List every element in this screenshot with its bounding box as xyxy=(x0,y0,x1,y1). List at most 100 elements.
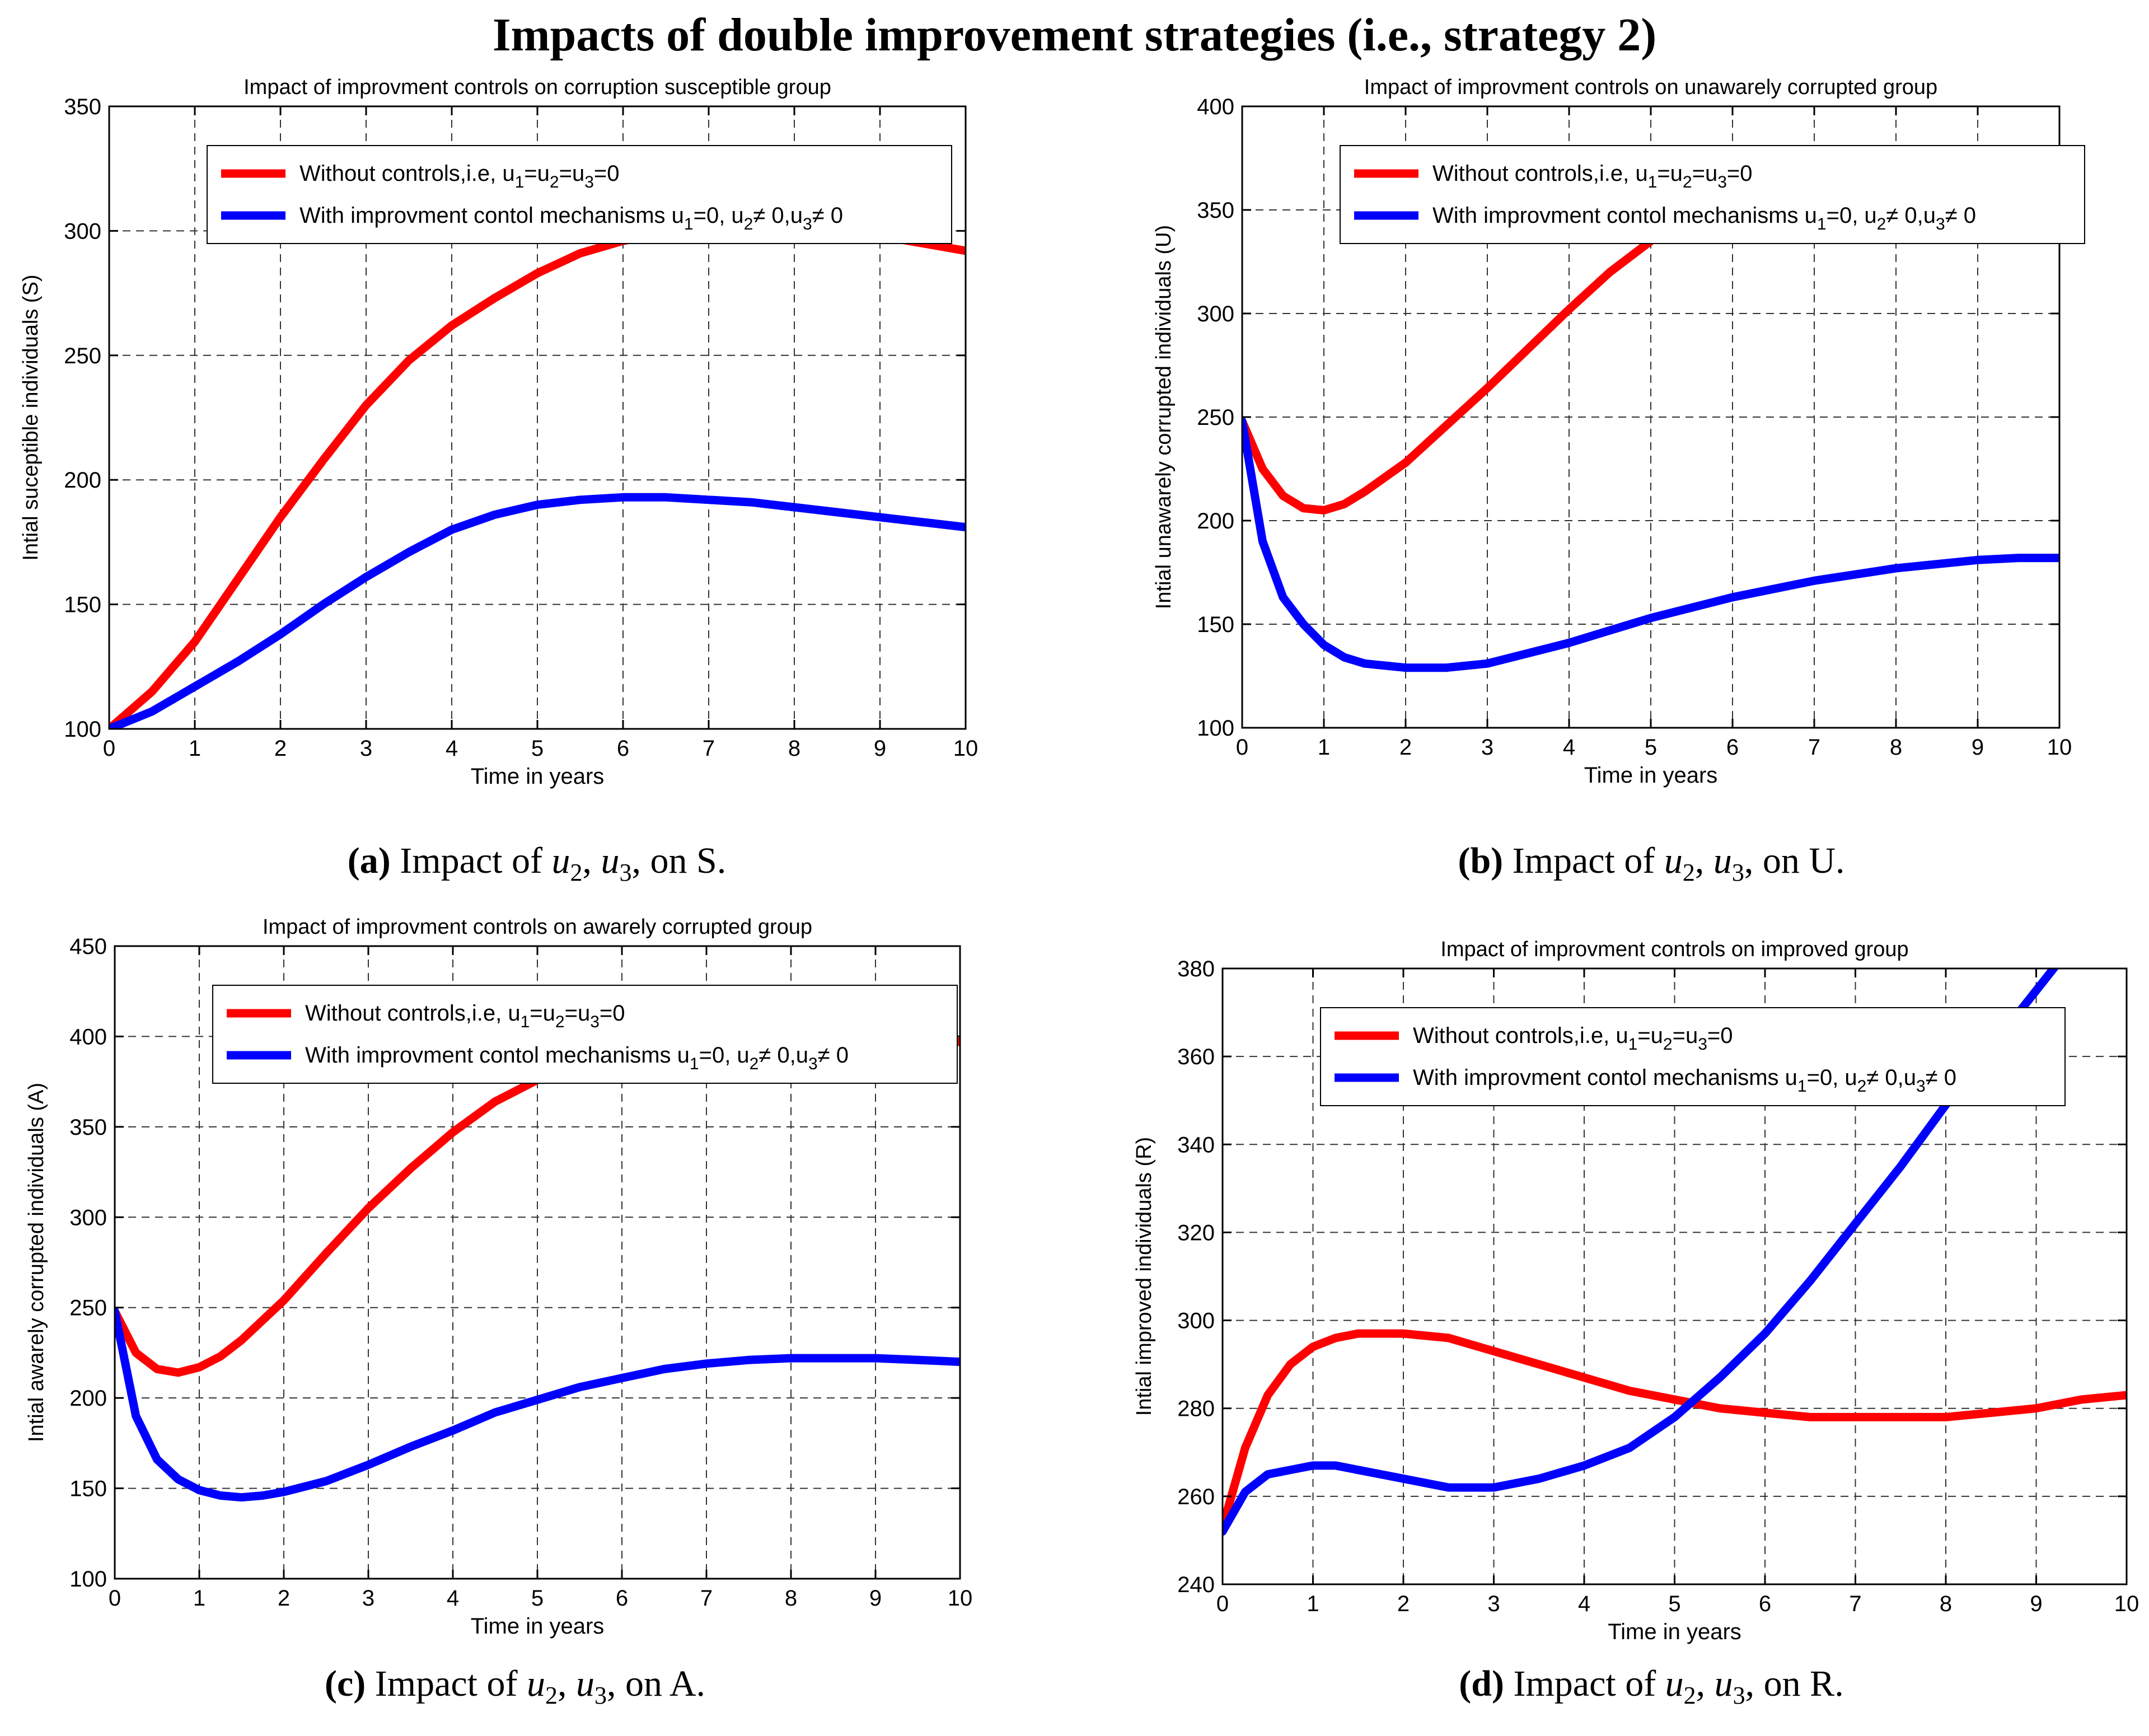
caption-a-sub1: 2 xyxy=(570,859,583,887)
legend-label-with: With improvment contol mechanisms u1​=0,… xyxy=(299,203,843,233)
legend-label-without: Without controls,i.e, u1​=u2​=u3​=0 xyxy=(1413,1023,1733,1054)
legend-box xyxy=(1320,1007,2066,1106)
x-tick-label: 9 xyxy=(1972,735,1984,760)
caption-d-sub2: 3 xyxy=(1733,1682,1745,1710)
chart-panel-s: Impact of improvment controls on corrupt… xyxy=(0,76,1074,823)
y-axis-label: Intial unawarely corrupted individuals (… xyxy=(1152,225,1176,609)
caption-b-var2: u xyxy=(1713,840,1732,881)
main-title: Impacts of double improvement strategies… xyxy=(492,9,1657,61)
legend-label-with: With improvment contol mechanisms u1​=0,… xyxy=(1432,203,1976,233)
legend-box xyxy=(212,985,958,1084)
x-axis-label: Time in years xyxy=(1608,1620,1741,1644)
x-tick-label: 5 xyxy=(1668,1592,1680,1616)
x-tick-label: 1 xyxy=(1307,1592,1319,1616)
x-tick-label: 0 xyxy=(1236,735,1248,760)
caption-b: (b) Impact of u2, u3, on U. xyxy=(1458,840,1845,887)
y-tick-label: 150 xyxy=(69,1477,107,1501)
chart-panel-a: Impact of improvment controls on awarely… xyxy=(0,913,1074,1640)
x-tick-label: 4 xyxy=(1578,1592,1590,1616)
x-tick-label: 7 xyxy=(1849,1592,1861,1616)
chart-title: Impact of improvment controls on corrupt… xyxy=(244,76,831,99)
y-tick-label: 200 xyxy=(69,1386,107,1411)
legend-box xyxy=(1340,145,2085,244)
y-tick-label: 260 xyxy=(1177,1485,1215,1509)
caption-d-text: Impact of xyxy=(1513,1663,1656,1704)
x-tick-label: 4 xyxy=(446,736,458,761)
x-tick-label: 2 xyxy=(1399,735,1412,760)
caption-c: (c) Impact of u2, u3, on A. xyxy=(324,1663,706,1710)
caption-a-text: Impact of xyxy=(400,840,542,881)
chart-a-svg: Impact of improvment controls on awarely… xyxy=(25,915,973,1639)
caption-c-var2: u xyxy=(575,1663,594,1704)
caption-c-sub2: 3 xyxy=(594,1682,607,1710)
x-tick-label: 9 xyxy=(874,736,886,761)
y-tick-label: 240 xyxy=(1177,1573,1215,1597)
caption-b-var1: u xyxy=(1664,840,1683,881)
y-tick-label: 250 xyxy=(64,344,101,368)
x-tick-label: 8 xyxy=(1940,1592,1952,1616)
x-tick-label: 10 xyxy=(2114,1592,2139,1616)
x-tick-label: 1 xyxy=(189,736,201,761)
x-tick-label: 7 xyxy=(1808,735,1820,760)
x-tick-label: 4 xyxy=(447,1586,459,1611)
caption-d-var2: u xyxy=(1714,1663,1733,1704)
x-axis-label: Time in years xyxy=(471,764,605,789)
y-axis-label: Intial improved individuals (R) xyxy=(1132,1137,1156,1416)
x-tick-label: 1 xyxy=(1318,735,1330,760)
caption-c-sub1: 2 xyxy=(545,1682,558,1710)
y-tick-label: 300 xyxy=(1177,1309,1215,1333)
caption-c-letter: (c) xyxy=(324,1663,366,1704)
chart-r-svg: Impact of improvment controls on improve… xyxy=(1132,938,2139,1644)
x-tick-label: 5 xyxy=(531,736,544,761)
legend-label-without: Without controls,i.e, u1​=u2​=u3​=0 xyxy=(299,161,620,191)
y-tick-label: 350 xyxy=(1197,198,1234,223)
chart-panel-r: Impact of improvment controls on improve… xyxy=(1074,913,2149,1644)
y-tick-label: 400 xyxy=(69,1024,107,1049)
x-tick-label: 6 xyxy=(617,736,629,761)
x-tick-label: 2 xyxy=(1397,1592,1410,1616)
x-tick-label: 0 xyxy=(103,736,115,761)
x-tick-label: 7 xyxy=(703,736,715,761)
y-tick-label: 150 xyxy=(64,593,101,617)
y-tick-label: 250 xyxy=(1197,405,1234,430)
x-tick-label: 7 xyxy=(700,1586,713,1611)
caption-d-var1: u xyxy=(1665,1663,1684,1704)
y-axis-label: Intial suceptible individuals (S) xyxy=(19,274,43,560)
x-tick-label: 1 xyxy=(193,1586,205,1611)
caption-c-target: , on A. xyxy=(606,1663,706,1704)
chart-panel-u: Impact of improvment controls on unaware… xyxy=(1074,76,2149,823)
legend-label-without: Without controls,i.e, u1​=u2​=u3​=0 xyxy=(1432,161,1753,191)
caption-a-target: , on S. xyxy=(631,840,727,881)
caption-d-letter: (d) xyxy=(1459,1663,1504,1704)
chart-u-svg: Impact of improvment controls on unaware… xyxy=(1152,76,2085,788)
x-tick-label: 10 xyxy=(948,1586,973,1611)
caption-d: (d) Impact of u2, u3, on R. xyxy=(1459,1663,1844,1710)
y-tick-label: 280 xyxy=(1177,1397,1215,1421)
y-tick-label: 450 xyxy=(69,934,107,959)
legend-box xyxy=(207,145,952,244)
chart-s-svg: Impact of improvment controls on corrupt… xyxy=(19,76,978,789)
x-tick-label: 6 xyxy=(1759,1592,1771,1616)
x-tick-label: 6 xyxy=(616,1586,628,1611)
y-tick-label: 360 xyxy=(1177,1045,1215,1069)
legend-label-without: Without controls,i.e, u1​=u2​=u3​=0 xyxy=(305,1001,625,1031)
x-tick-label: 2 xyxy=(274,736,287,761)
x-axis-label: Time in years xyxy=(1584,763,1718,788)
caption-a-var1: u xyxy=(551,840,570,881)
x-tick-label: 6 xyxy=(1726,735,1739,760)
caption-b-text: Impact of xyxy=(1512,840,1655,881)
y-axis-label: Intial awarely corrupted individuals (A) xyxy=(25,1083,48,1442)
y-tick-label: 100 xyxy=(1197,716,1234,741)
x-tick-label: 9 xyxy=(2030,1592,2042,1616)
y-tick-label: 300 xyxy=(64,219,101,244)
x-tick-label: 3 xyxy=(360,736,372,761)
x-tick-label: 5 xyxy=(1645,735,1657,760)
y-tick-label: 340 xyxy=(1177,1133,1215,1157)
x-tick-label: 3 xyxy=(362,1586,374,1611)
series-without-controls-line xyxy=(1223,1329,2127,1532)
caption-c-text: Impact of xyxy=(374,1663,518,1704)
caption-b-sub1: 2 xyxy=(1682,859,1695,887)
y-tick-label: 400 xyxy=(1197,95,1234,119)
legend-label-with: With improvment contol mechanisms u1​=0,… xyxy=(305,1043,849,1073)
caption-a: (a) Impact of u2, u3, on S. xyxy=(347,840,727,887)
